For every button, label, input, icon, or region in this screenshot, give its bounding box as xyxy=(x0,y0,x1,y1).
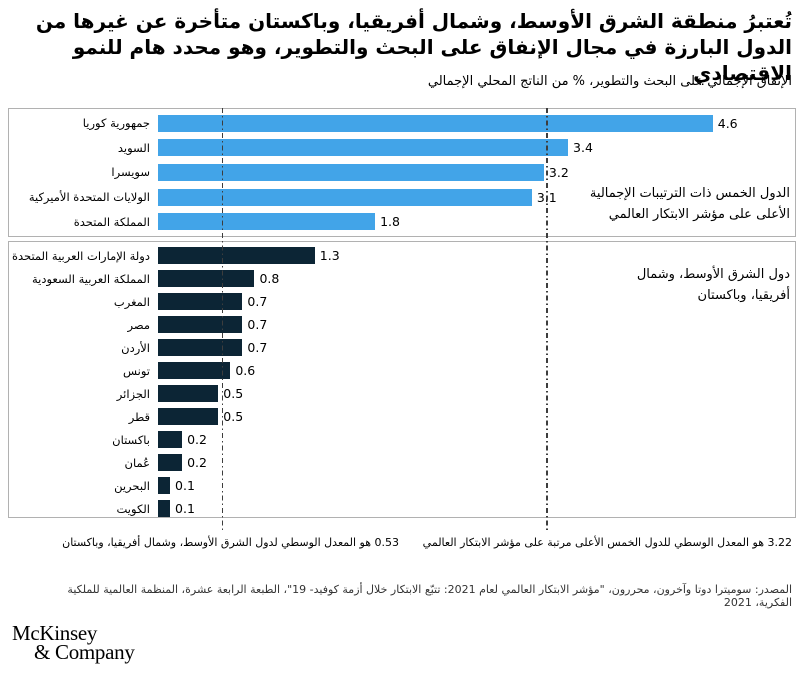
bar-mena xyxy=(158,408,219,425)
bar-row: المغرب 0.7 xyxy=(9,290,795,313)
reference-line-median xyxy=(221,108,224,532)
country-label: المغرب xyxy=(113,294,150,309)
value-label: 1.3 xyxy=(319,248,340,263)
value-label: 0.2 xyxy=(187,432,207,447)
bar-mena xyxy=(158,293,243,310)
bar-row: تونس 0.6 xyxy=(9,359,795,382)
reference-line-median xyxy=(546,108,548,532)
bar-mena xyxy=(158,431,183,448)
bar-mena xyxy=(158,316,243,333)
value-label: 0.7 xyxy=(247,340,268,355)
bar-mena xyxy=(158,270,255,287)
bar-mena xyxy=(158,500,171,517)
country-label: سويسرا xyxy=(111,165,150,180)
bar-mena xyxy=(158,362,231,379)
panel-mena-countries: دولة الإمارات العربية المتحدة 1.3 المملكة … xyxy=(8,241,796,518)
country-label: باكستان xyxy=(112,432,150,447)
country-label: جمهورية كوريا xyxy=(82,116,150,131)
country-label: الأردن xyxy=(121,340,150,355)
logo-line-1: McKinsey xyxy=(12,621,98,645)
bar-row: الولايات المتحدة الأميركية3.1 xyxy=(9,186,795,209)
value-label: 1.8 xyxy=(380,214,400,230)
value-label: 3.2 xyxy=(548,164,569,180)
country-label: قطر xyxy=(128,409,150,424)
bar-top5 xyxy=(158,188,532,206)
bar-row: المملكة المتحدة 1.8 xyxy=(9,210,795,233)
bar-row: دولة الإمارات العربية المتحدة 1.3 xyxy=(9,244,795,267)
bar-row: سويسرا 3.2 xyxy=(9,161,795,184)
value-label: 0.1 xyxy=(175,501,195,516)
value-label: 0.1 xyxy=(175,478,195,493)
value-label: 0.5 xyxy=(223,409,244,424)
annotation-median-mena: 0.53 هو المعدل الوسطي لدول الشرق الأوسط،… xyxy=(62,536,399,549)
bar-row: الأردن 0.7 xyxy=(9,336,795,359)
bar-top5 xyxy=(158,213,376,231)
annotation-median-top5: 3.22 هو المعدل الوسطي للدول الخمس الأعلى… xyxy=(422,536,792,549)
bar-top5 xyxy=(158,114,713,132)
country-label: تونس xyxy=(122,363,150,378)
value-label: 0.5 xyxy=(223,386,244,401)
bar-row: المملكة العربية السعودية 0.8 xyxy=(9,267,795,290)
chart-title: تُعتبرُ منطقة الشرق الأوسط، وشمال أفريقي… xyxy=(35,9,792,85)
bar-mena xyxy=(158,385,219,402)
country-label: البحرين xyxy=(114,478,150,493)
mckinsey-logo: McKinsey & Company xyxy=(12,621,135,664)
bar-row: مصر 0.7 xyxy=(9,313,795,336)
chart-subtitle: الإنفاق الإجمالي على البحث والتطوير، % م… xyxy=(427,74,792,89)
country-label: مصر xyxy=(127,317,150,332)
value-label: 0.2 xyxy=(187,455,207,470)
logo-line-2: & Company xyxy=(34,640,135,664)
bar-mena xyxy=(158,454,183,471)
bar-row: البحرين 0.1 xyxy=(9,474,795,497)
country-label: الكويت xyxy=(116,501,150,516)
country-label: الولايات المتحدة الأميركية xyxy=(28,190,150,205)
bar-top5 xyxy=(158,163,544,181)
value-label: 3.4 xyxy=(573,140,593,156)
group-label-mena: دول الشرق الأوسط، وشمال أفريقيا، وباكستا… xyxy=(636,267,790,303)
bar-mena xyxy=(158,247,315,264)
value-label: 4.6 xyxy=(717,115,738,131)
bar-row: باكستان 0.2 xyxy=(9,428,795,451)
country-label: الجزائر xyxy=(116,386,150,401)
bar-row: الكويت 0.1 xyxy=(9,497,795,520)
bar-row: الجزائر 0.5 xyxy=(9,382,795,405)
bar-top5 xyxy=(158,139,569,157)
bar-row: قطر 0.5 xyxy=(9,405,795,428)
country-label: السويد xyxy=(117,140,150,155)
source-note: المصدر: سوميترا دوتا وآخرون، محررون، "مؤ… xyxy=(67,583,792,609)
value-label: 0.7 xyxy=(247,294,268,309)
country-label: دولة الإمارات العربية المتحدة xyxy=(11,248,150,263)
bar-mena xyxy=(158,339,243,356)
bar-row: السويد 3.4 xyxy=(9,136,795,159)
value-label: 0.8 xyxy=(259,271,280,286)
country-label: المملكة المتحدة xyxy=(73,214,150,229)
value-label: 0.7 xyxy=(247,317,268,332)
panel-top5-countries: جمهورية كوريا 4.6 السويد 3.4 سويسرا 3.2 الولاي… xyxy=(8,108,796,237)
country-label: عُمان xyxy=(124,455,150,470)
bar-row: جمهورية كوريا 4.6 xyxy=(9,112,795,135)
country-label: المملكة العربية السعودية xyxy=(32,271,150,286)
bar-mena xyxy=(158,477,171,494)
group-label-top5: الدول الخمس ذات الترتيبات الإجمالية الأع… xyxy=(589,186,790,222)
value-label: 0.6 xyxy=(235,363,256,378)
bar-row: عُمان 0.2 xyxy=(9,451,795,474)
